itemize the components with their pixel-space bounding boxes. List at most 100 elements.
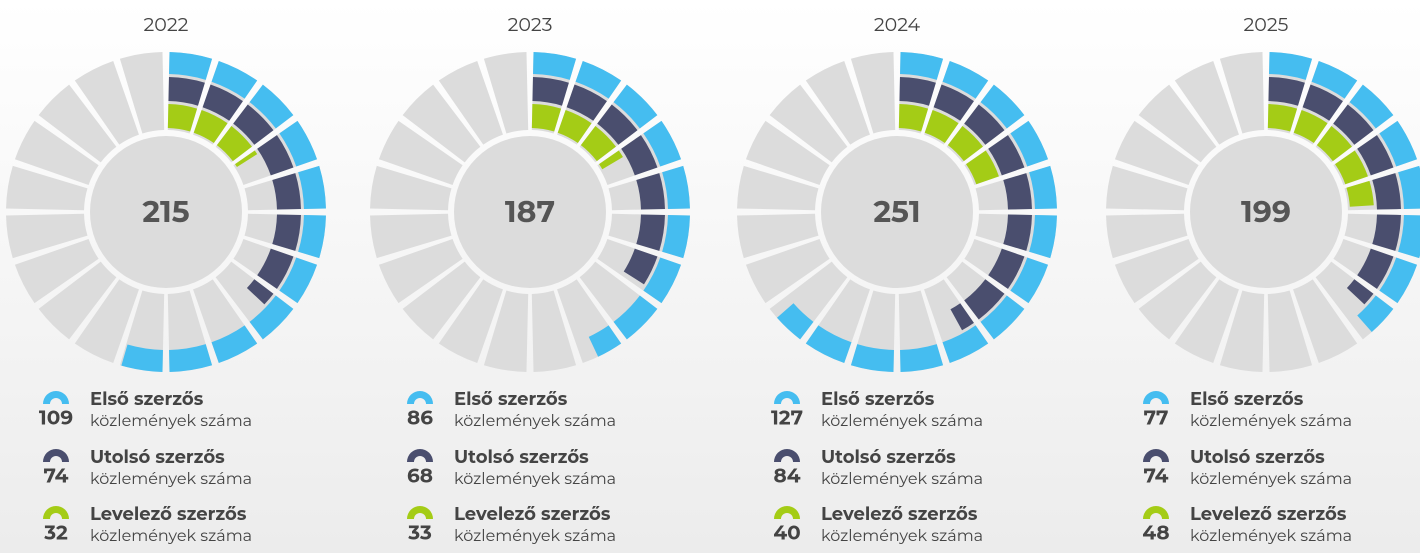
- legend-value: 77: [1144, 406, 1169, 430]
- legend-label: Levelező szerzős: [454, 503, 611, 525]
- legend-value: 40: [773, 521, 800, 545]
- ring-segment: [246, 279, 274, 305]
- ring-segment: [1010, 257, 1049, 304]
- total-value: 251: [873, 193, 920, 230]
- legend-description: közlemények száma: [1190, 527, 1352, 546]
- ring-segment: [621, 135, 658, 176]
- ring-segment: [1372, 214, 1401, 251]
- ring-segment: [1335, 150, 1368, 185]
- ring-value: [121, 52, 326, 372]
- ring-segment-bg: [769, 84, 848, 163]
- ring-segment-bg: [1219, 52, 1265, 134]
- ring-segment-bg: [14, 239, 99, 304]
- year-title: 2022: [144, 13, 189, 36]
- ring-segment: [900, 344, 944, 372]
- ring-segment: [947, 126, 983, 162]
- ring-segment: [1269, 52, 1313, 80]
- ring-segment: [662, 215, 690, 259]
- year-title: 2024: [874, 13, 921, 36]
- ring-value: [899, 77, 1032, 331]
- ring-segment: [279, 257, 318, 304]
- legend-label: Levelező szerzős: [90, 503, 247, 525]
- ring-segment: [249, 295, 294, 340]
- ring-segment: [557, 110, 592, 143]
- ring-segment-bg: [370, 165, 452, 211]
- legend-icon: [407, 506, 433, 519]
- ring-segment-bg: [6, 165, 88, 211]
- ring-segment: [1311, 60, 1358, 99]
- ring-segment-bg: [1267, 290, 1313, 372]
- ring-segment-bg: [531, 290, 577, 372]
- legend-description: közlemények száma: [454, 412, 616, 431]
- ring-segment-bg: [1138, 261, 1217, 340]
- legend-description: közlemények száma: [1190, 470, 1352, 489]
- ring-segment: [988, 135, 1025, 176]
- ring-segment: [1349, 84, 1394, 129]
- legend-icon: [774, 506, 800, 519]
- ring-segment: [169, 52, 213, 80]
- legend-label: Első szerzős: [1190, 388, 1304, 410]
- ring-value: [776, 52, 1057, 372]
- ring-segment: [1357, 135, 1394, 176]
- ring-segment-bg: [119, 52, 165, 134]
- ring-segment: [279, 120, 318, 167]
- ring-segment: [613, 295, 658, 340]
- ring-segment: [1372, 173, 1401, 210]
- ring-segment: [950, 303, 974, 331]
- total-value: 199: [1241, 193, 1291, 230]
- legend-label: Első szerzős: [821, 388, 935, 410]
- legend-label: Utolsó szerzős: [821, 446, 956, 468]
- legend-icon: [1143, 506, 1169, 519]
- ring-segment: [1357, 248, 1394, 289]
- ring-value: [531, 104, 623, 170]
- ring-value: [1269, 52, 1420, 333]
- year-title: 2023: [508, 13, 553, 36]
- ring-segment-bg: [38, 261, 117, 340]
- ring-segment-bg: [438, 279, 503, 364]
- ring-segment: [988, 248, 1025, 289]
- ring-segment: [1398, 215, 1420, 259]
- ring-segment: [924, 110, 959, 143]
- ring-segment: [1003, 214, 1032, 251]
- ring-segment-bg: [1174, 60, 1239, 145]
- ring-segment: [623, 248, 658, 285]
- ring-segment-bg: [378, 120, 463, 185]
- ring-segment: [599, 150, 623, 170]
- ring-segment: [580, 126, 616, 162]
- ring-segment: [169, 344, 213, 372]
- ring-segment: [575, 60, 622, 99]
- ring-segment-bg: [402, 261, 481, 340]
- ring-segment: [1003, 173, 1032, 210]
- legend-label: Utolsó szerzős: [1190, 446, 1325, 468]
- ring-segment-bg: [74, 279, 139, 364]
- ring-segment-bg: [737, 165, 819, 211]
- ring-segment: [298, 215, 326, 259]
- ring-value: [1267, 104, 1374, 207]
- ring-segment: [1267, 104, 1298, 132]
- ring-segment: [167, 104, 198, 132]
- legend-value: 48: [1142, 521, 1169, 545]
- ring-segment-bg: [438, 60, 503, 145]
- legend-value: 32: [43, 521, 68, 545]
- ring-segment: [636, 173, 665, 210]
- legend-icon: [1143, 449, 1169, 462]
- legend-icon: [407, 449, 433, 462]
- ring-segment: [643, 120, 682, 167]
- ring-value: [167, 104, 258, 167]
- legend-description: közlemények száma: [454, 527, 616, 546]
- legend-description: közlemények száma: [454, 470, 616, 489]
- ring-segment: [257, 248, 294, 289]
- ring-segment-bg: [1114, 120, 1199, 185]
- ring-segment: [597, 104, 638, 145]
- ring-segment: [211, 60, 258, 99]
- ring-segment-bg: [14, 120, 99, 185]
- ring-segment-bg: [1138, 84, 1217, 163]
- ring-value: [533, 52, 690, 357]
- ring-segment: [566, 84, 607, 121]
- legend-label: Utolsó szerzős: [90, 446, 225, 468]
- ring-segment: [272, 173, 301, 210]
- ring-segment: [531, 104, 562, 132]
- ring-segment: [1357, 295, 1394, 333]
- ring-segment: [613, 84, 658, 129]
- year-title: 2025: [1244, 13, 1289, 36]
